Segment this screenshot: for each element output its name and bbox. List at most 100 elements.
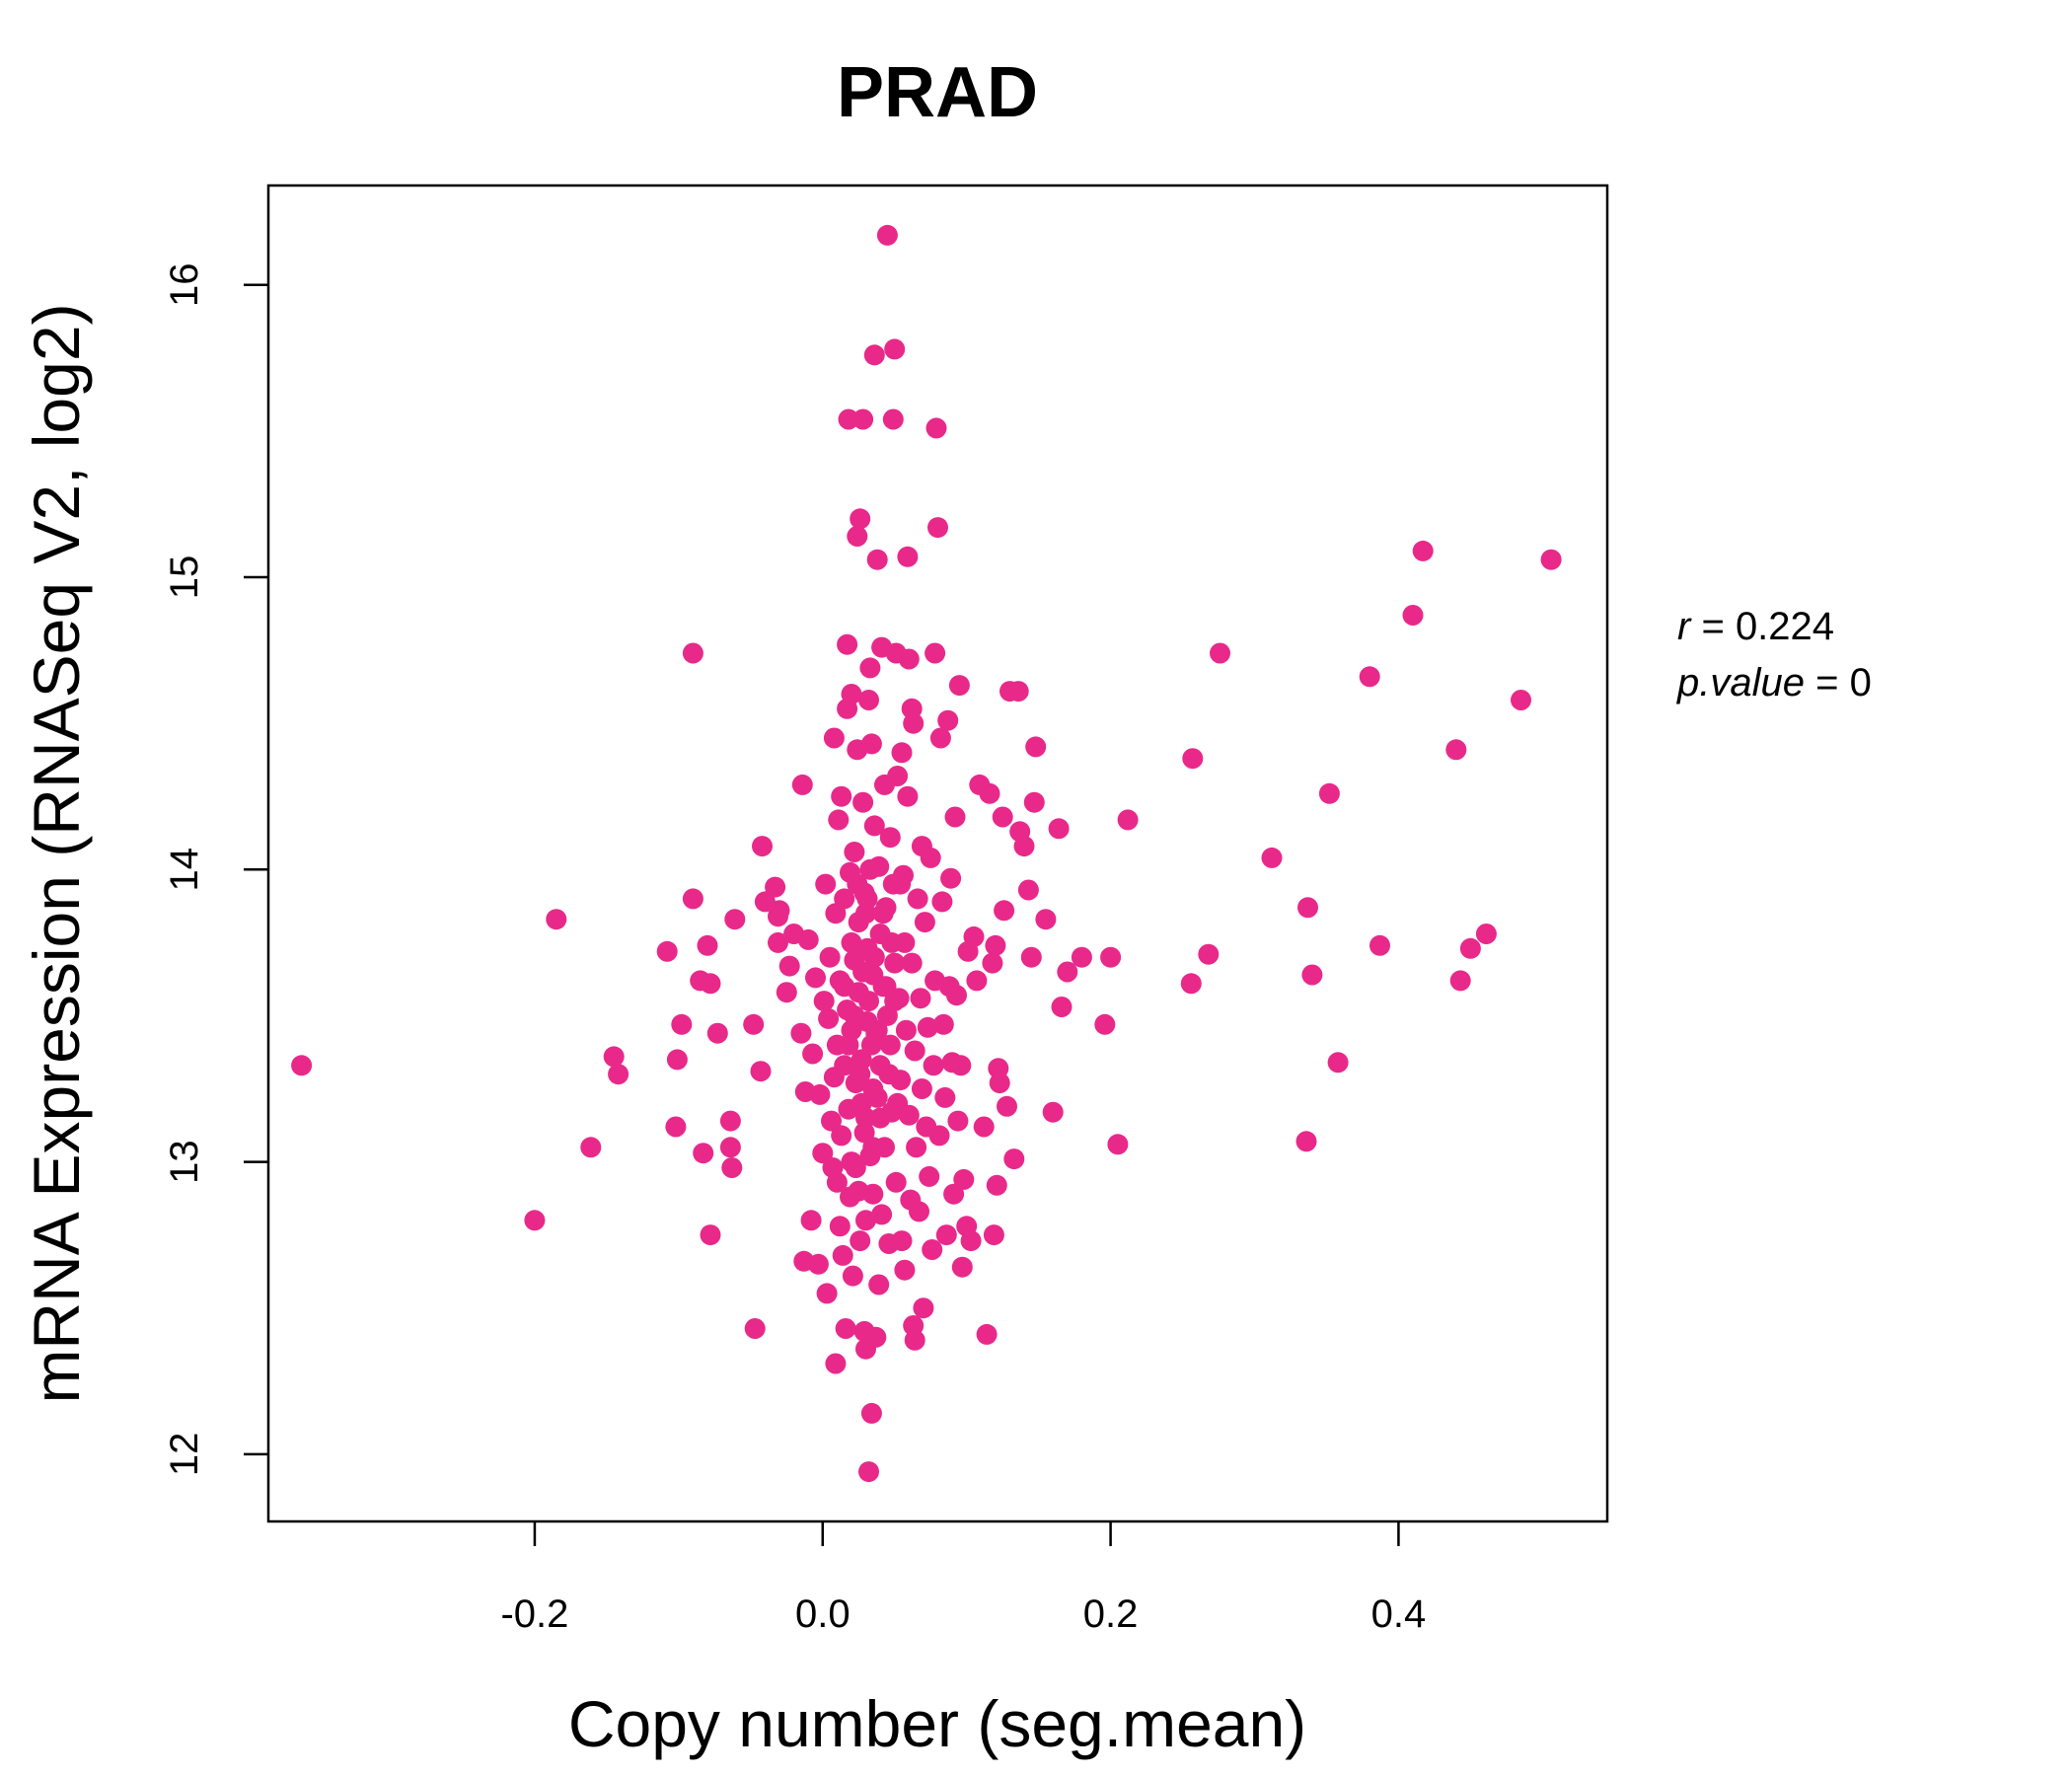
data-point-190 — [963, 925, 985, 947]
data-point-235 — [1369, 934, 1390, 956]
data-point-101 — [860, 1402, 882, 1424]
data-point-250 — [858, 991, 879, 1012]
data-point-9 — [671, 1013, 693, 1035]
data-point-30 — [769, 900, 790, 922]
data-point-209 — [1013, 836, 1035, 857]
data-point-35 — [791, 774, 813, 795]
data-point-44 — [812, 1143, 834, 1164]
data-point-132 — [887, 766, 909, 786]
data-point-174 — [935, 1224, 957, 1246]
p-value: p.value = 0 — [1676, 661, 1872, 704]
data-point-10 — [682, 642, 703, 664]
data-point-19 — [719, 1137, 741, 1158]
data-point-29 — [768, 931, 788, 953]
data-point-204 — [997, 1095, 1017, 1117]
data-point-65 — [834, 1055, 855, 1076]
data-point-123 — [879, 827, 901, 849]
data-point-237 — [1412, 540, 1434, 561]
data-point-3 — [580, 1137, 602, 1158]
data-point-154 — [910, 988, 931, 1009]
y-axis-label: mRNA Expression (RNASeq V2, log2) — [20, 303, 93, 1403]
data-point-234 — [1359, 666, 1380, 688]
data-point-40 — [802, 1043, 824, 1065]
x-axis-label: Copy number (seg.mean) — [568, 1687, 1306, 1760]
data-point-52 — [823, 727, 845, 749]
data-point-217 — [1051, 997, 1073, 1017]
data-point-241 — [1475, 924, 1497, 944]
correlation-r: r = 0.224 — [1677, 605, 1834, 648]
data-point-221 — [1100, 946, 1122, 968]
data-point-11 — [682, 888, 703, 910]
data-point-1 — [524, 1210, 546, 1231]
data-point-246 — [847, 873, 868, 895]
data-point-231 — [1301, 964, 1323, 986]
data-point-201 — [989, 1073, 1010, 1094]
data-point-163 — [922, 1239, 943, 1260]
correlation-r-label: r — [1677, 605, 1692, 648]
data-point-13 — [693, 1143, 714, 1164]
data-point-177 — [940, 867, 962, 889]
data-point-153 — [909, 1201, 929, 1222]
data-point-181 — [946, 985, 967, 1006]
data-point-224 — [1180, 973, 1202, 995]
data-point-110 — [868, 1274, 890, 1295]
data-point-253 — [851, 1092, 872, 1114]
data-point-58 — [828, 809, 850, 831]
data-point-105 — [863, 815, 885, 837]
data-point-212 — [1023, 791, 1045, 813]
data-point-220 — [1094, 1013, 1116, 1035]
x-axis: -0.2 0.0 0.2 0.4 — [500, 1521, 1426, 1636]
data-point-120 — [876, 224, 898, 246]
data-point-22 — [743, 1013, 765, 1035]
data-point-152 — [907, 888, 928, 910]
data-point-189 — [960, 1230, 982, 1252]
data-points — [291, 224, 1562, 1483]
data-point-20 — [721, 1157, 743, 1178]
data-point-23 — [744, 1318, 766, 1339]
data-point-213 — [1025, 736, 1047, 758]
data-point-108 — [866, 549, 888, 570]
data-point-7 — [665, 1116, 687, 1138]
data-point-27 — [765, 876, 786, 898]
x-tick-label-1: 0.0 — [795, 1592, 851, 1636]
data-point-141 — [897, 785, 919, 807]
data-point-160 — [917, 1016, 938, 1038]
data-point-62 — [831, 1125, 852, 1147]
data-point-273 — [894, 931, 916, 953]
data-point-183 — [948, 675, 970, 697]
data-point-206 — [1003, 1148, 1025, 1170]
data-point-195 — [979, 782, 1000, 804]
data-point-54 — [825, 1353, 847, 1374]
data-point-196 — [982, 952, 1003, 974]
data-point-164 — [923, 1055, 944, 1076]
data-point-17 — [706, 1022, 728, 1044]
data-point-32 — [778, 955, 800, 977]
data-point-131 — [885, 1171, 907, 1193]
data-point-76 — [842, 1265, 863, 1287]
data-point-259 — [869, 1107, 891, 1129]
data-point-169 — [928, 1125, 950, 1147]
data-point-211 — [1020, 946, 1042, 968]
p-value-value: 0 — [1850, 661, 1872, 704]
data-point-267 — [848, 1180, 869, 1202]
data-point-104 — [863, 344, 885, 366]
data-point-225 — [1182, 748, 1204, 770]
data-point-66 — [835, 1318, 856, 1339]
data-point-232 — [1318, 782, 1340, 804]
data-point-14 — [697, 934, 718, 956]
data-point-147 — [903, 712, 925, 734]
data-point-18 — [719, 1110, 741, 1132]
data-point-243 — [1540, 549, 1562, 570]
data-point-136 — [891, 1230, 913, 1252]
data-point-233 — [1327, 1052, 1349, 1073]
data-point-230 — [1297, 897, 1318, 919]
data-point-6 — [656, 940, 678, 962]
data-point-46 — [815, 873, 837, 895]
data-point-223 — [1117, 809, 1139, 831]
data-point-175 — [937, 709, 959, 731]
data-point-135 — [891, 742, 913, 764]
data-point-256 — [859, 858, 881, 880]
data-point-24 — [750, 1061, 772, 1082]
data-point-5 — [608, 1064, 629, 1085]
